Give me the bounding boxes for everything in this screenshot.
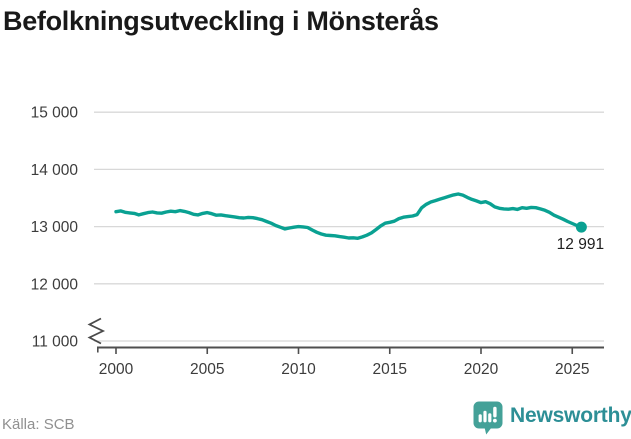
chart-title: Befolkningsutveckling i Mönsterås [3, 6, 439, 36]
newsworthy-bars-icon [473, 401, 503, 435]
x-tick-label: 2015 [373, 361, 407, 378]
population-line [114, 192, 584, 241]
x-tick-label: 2000 [99, 361, 134, 378]
x-tick-label: 2025 [555, 361, 589, 378]
x-tick-label: 2020 [464, 361, 499, 378]
y-tick-label: 15 000 [31, 105, 79, 122]
brand-wordmark: Newsworthy [510, 404, 631, 427]
y-tick-label: 12 000 [31, 276, 79, 293]
y-tick-label: 14 000 [31, 162, 79, 179]
axis-break-icon [87, 317, 106, 345]
end-value-label: 12 991 [557, 236, 604, 253]
x-tick-label: 2010 [281, 361, 316, 378]
source-note: Källa: SCB [2, 416, 75, 433]
end-point-marker [575, 221, 587, 233]
x-tick-label: 2005 [190, 361, 224, 378]
y-tick-label: 13 000 [31, 219, 79, 236]
brand-logo[interactable]: Newsworthy [473, 401, 631, 437]
y-tick-label: 11 000 [32, 334, 79, 351]
